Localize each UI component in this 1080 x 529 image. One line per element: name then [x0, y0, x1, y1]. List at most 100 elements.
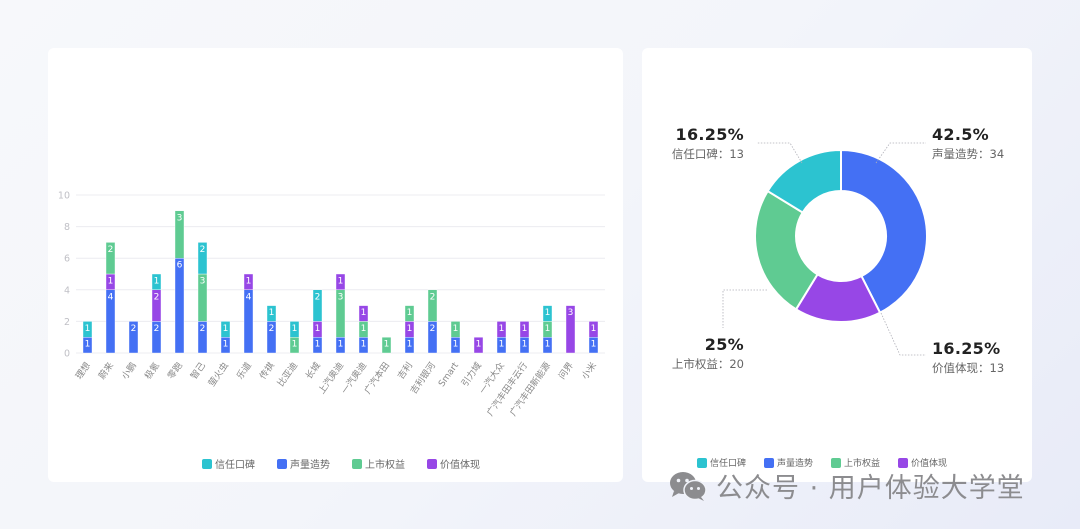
- bar-segment: [496, 321, 507, 338]
- bar-segment: [381, 337, 392, 354]
- bar-value-label: 2: [131, 324, 137, 334]
- bar-value-label: 1: [453, 340, 459, 350]
- legend-label: 信任口碑: [215, 460, 255, 471]
- bar-stack: 11: [519, 321, 530, 354]
- legend-item-launch[interactable]: 上市权益: [831, 456, 880, 469]
- bar-stack: 11: [220, 321, 231, 354]
- y-tick-label: 0: [64, 349, 70, 360]
- bar-value-label: 1: [292, 340, 298, 350]
- bar-stack: 2: [128, 321, 139, 354]
- bar-value-label: 1: [338, 340, 344, 350]
- bar-stack: 4 1 2: [105, 242, 116, 354]
- bar-value-label: 1: [545, 324, 551, 334]
- legend-swatch: [831, 457, 842, 468]
- bar-value-label: 1: [545, 340, 551, 350]
- bar-value-label: 1: [453, 324, 459, 334]
- legend-swatch: [202, 458, 212, 469]
- y-tick-label: 8: [64, 222, 70, 233]
- bar-segment: [427, 289, 438, 322]
- bar-stack: 22: [427, 289, 438, 354]
- bar-value-label: 1: [85, 340, 91, 350]
- x-tick-label: 传祺: [257, 360, 277, 382]
- bar-value-label: 1: [338, 277, 344, 287]
- x-tick-label: 蔚来: [96, 360, 116, 382]
- legend-swatch: [898, 457, 909, 468]
- bar-value-label: 2: [430, 324, 436, 334]
- bar-value-label: 6: [177, 261, 183, 271]
- bar-value-label: 1: [384, 340, 390, 350]
- bar-stack: 1 3 1: [335, 273, 346, 354]
- bar-segment: [289, 321, 300, 338]
- x-tick-label: 智己: [188, 360, 208, 382]
- bar-value-label: 2: [315, 292, 321, 302]
- bar-segment: [220, 321, 231, 338]
- bar-value-label: 3: [568, 308, 574, 318]
- y-tick-label: 10: [58, 191, 70, 202]
- bar-value-label: 1: [154, 277, 160, 287]
- legend-item-volume[interactable]: 声量造势: [764, 456, 813, 469]
- bar-stack: 1: [473, 337, 484, 354]
- pie-name: 价值体现：13: [932, 361, 1005, 375]
- legend-item-value[interactable]: 价值体现: [427, 456, 480, 471]
- y-tick-label: 6: [64, 254, 70, 265]
- pie-name: 上市权益：20: [671, 357, 744, 371]
- bar-stack: 11: [450, 321, 461, 354]
- bar-value-label: 2: [200, 245, 206, 255]
- bar-chart-legend: 信任口碑 声量造势 上市权益 价值体现: [202, 456, 480, 471]
- watermark: 公众号 · 用户体验大学堂: [668, 466, 1025, 505]
- pie-percent: 16.25%: [675, 125, 744, 144]
- bar-value-label: 1: [315, 340, 321, 350]
- x-tick-label: 零跑: [165, 360, 185, 382]
- bar-value-label: 1: [315, 324, 321, 334]
- legend-swatch: [277, 458, 287, 469]
- x-tick-label: 小米: [579, 360, 599, 382]
- legend-item-trust[interactable]: 信任口碑: [202, 456, 255, 471]
- bar-stack: 21: [266, 305, 277, 354]
- bar-value-label: 2: [269, 324, 275, 334]
- bar-value-label: 1: [361, 324, 367, 334]
- legend-swatch: [764, 457, 775, 468]
- bar-stack: 63: [174, 210, 185, 354]
- bar-value-label: 1: [407, 340, 413, 350]
- legend-item-launch[interactable]: 上市权益: [352, 456, 405, 471]
- bar-segment: [174, 258, 185, 354]
- legend-item-trust[interactable]: 信任口碑: [697, 456, 746, 469]
- bar-value-label: 3: [338, 292, 344, 302]
- legend-label: 上市权益: [844, 459, 881, 469]
- bar-segment: [335, 273, 346, 291]
- bar-value-label: 1: [591, 340, 597, 350]
- bar-stack: 11: [588, 321, 599, 354]
- bar-value-label: 1: [292, 324, 298, 334]
- bar-value-label: 1: [522, 324, 528, 334]
- bar-segment: [519, 321, 530, 338]
- bar-value-label: 1: [499, 340, 505, 350]
- pie-label-value: 16.25% 价值体现：13: [932, 339, 1004, 376]
- watermark-text: 公众号 · 用户体验大学堂: [716, 473, 1025, 504]
- legend-item-value[interactable]: 价值体现: [898, 456, 947, 469]
- donut-chart-legend: 信任口碑 声量造势 上市权益 价值体现: [697, 456, 965, 469]
- legend-swatch: [352, 458, 362, 469]
- bar-value-label: 1: [108, 277, 114, 287]
- bar-value-label: 1: [361, 340, 367, 350]
- bar-stack: 1 1 1: [404, 305, 415, 354]
- legend-label: 声量造势: [290, 460, 330, 471]
- legend-swatch: [427, 458, 437, 469]
- bar-value-label: 1: [545, 308, 551, 318]
- bar-value-label: 1: [223, 340, 229, 350]
- pie-label-launch: 25% 上市权益：20: [664, 335, 744, 372]
- bar-value-label: 1: [223, 324, 229, 334]
- bar-value-label: 2: [108, 245, 114, 255]
- x-tick-label: 吉利: [395, 360, 415, 382]
- pie-percent: 16.25%: [932, 339, 1001, 358]
- legend-item-volume[interactable]: 声量造势: [277, 456, 330, 471]
- bar-value-label: 2: [430, 292, 436, 302]
- pie-label-trust: 16.25% 信任口碑：13: [666, 125, 744, 162]
- bar-value-label: 4: [108, 292, 114, 302]
- x-tick-label: 比亚迪: [275, 360, 300, 389]
- bar-segment: [174, 210, 185, 259]
- bar-segment: [82, 321, 93, 338]
- bar-value-label: 2: [200, 324, 206, 334]
- bar-value-label: 4: [246, 292, 252, 302]
- bar-segment: [105, 242, 116, 275]
